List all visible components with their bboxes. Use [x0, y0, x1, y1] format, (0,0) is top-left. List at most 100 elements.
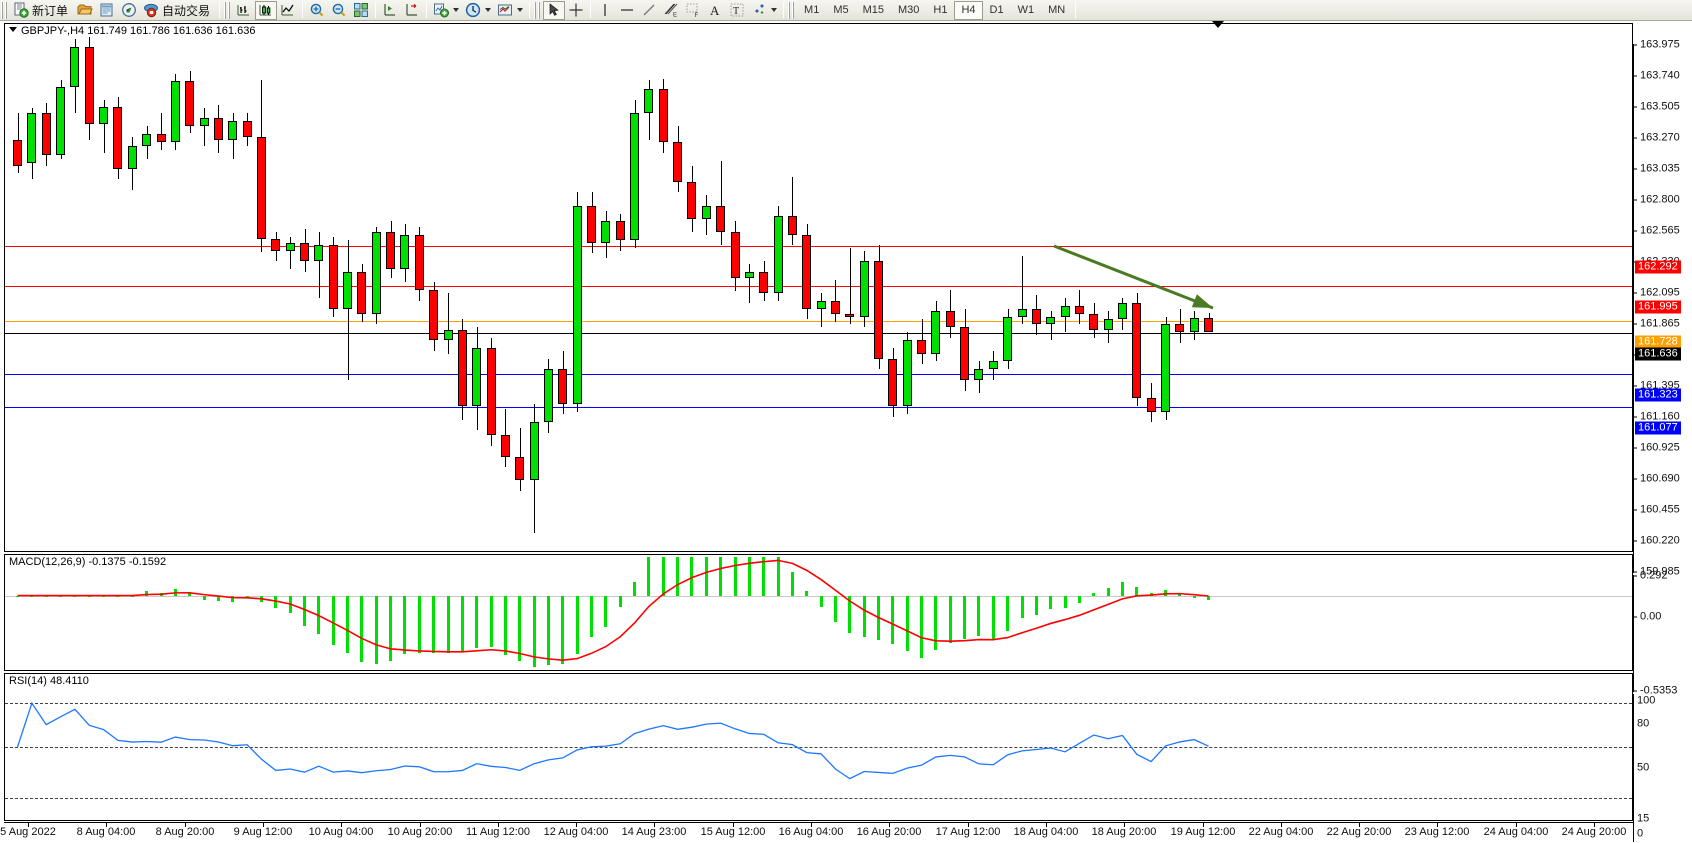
candle-body [572, 205, 582, 404]
time-scale[interactable]: 5 Aug 2022 8 Aug 04:00 8 Aug 20:00 9 Aug 12… [0, 822, 1633, 843]
timeframe-button-w1[interactable]: W1 [1017, 4, 1035, 16]
macd-tick-mark [1634, 616, 1637, 618]
candle-body [658, 89, 668, 143]
candle-body [242, 121, 252, 137]
timeframe-button-mn[interactable]: MN [1048, 4, 1066, 16]
price-tag-161.323[interactable]: 161.323 [1635, 388, 1681, 402]
price-scale[interactable]: 163.975 163.740 163.505 163.270 163.035 162.8… [1633, 39, 1692, 577]
candle-body [1060, 305, 1070, 317]
price-tag-162.292[interactable]: 162.292 [1635, 260, 1681, 274]
macd-scale[interactable]: 0.292 0.00 -0.5353 [1633, 570, 1692, 696]
timeframe-button-h1[interactable]: H1 [933, 4, 948, 16]
price-level-line-161.077[interactable] [5, 406, 1632, 408]
timeframe-button-m5[interactable]: M5 [833, 4, 849, 16]
periods-button[interactable] [462, 1, 484, 20]
candle-body [1175, 324, 1185, 333]
time-tick-mark [1203, 823, 1204, 827]
toolbar-separator-3 [375, 2, 377, 18]
crosshair-button[interactable] [565, 1, 587, 20]
auto-trading-button[interactable]: 自动交易 [140, 1, 216, 20]
candle-body [271, 238, 281, 251]
shapes-button[interactable] [748, 1, 770, 20]
macd-histogram-bar [848, 595, 851, 634]
candle-body [816, 300, 826, 309]
price-level-line-161.636[interactable] [5, 332, 1632, 334]
chart-type-group-grip[interactable] [224, 1, 232, 19]
price-tick-mark [1634, 168, 1637, 170]
svg-text:E: E [673, 13, 677, 19]
text-label-button[interactable]: T [726, 1, 748, 20]
macd-plot-area[interactable] [5, 555, 1632, 670]
price-tick-label: 163.035 [1640, 162, 1680, 175]
chart-shift-button[interactable] [379, 1, 401, 20]
price-tag-161.728[interactable]: 161.728 [1635, 335, 1681, 349]
timeframe-button-m30[interactable]: M30 [898, 4, 920, 16]
price-tag-161.636[interactable]: 161.636 [1635, 347, 1681, 361]
downtrend-arrow-icon[interactable] [5, 24, 1632, 551]
shapes-chevron-down-icon[interactable] [771, 8, 778, 12]
cursor-button[interactable] [543, 0, 566, 20]
channel-button[interactable]: F [682, 1, 704, 20]
templates-button[interactable] [494, 1, 516, 20]
svg-text:F: F [695, 13, 699, 18]
indicators-chevron-down-icon[interactable] [453, 8, 460, 12]
price-plot-area[interactable] [5, 24, 1632, 551]
macd-histogram-bar [1121, 582, 1124, 596]
price-tag-161.077[interactable]: 161.077 [1635, 421, 1681, 435]
tools-group-grip[interactable] [534, 1, 542, 19]
text-button[interactable]: A [704, 1, 726, 20]
timeframe-button-d1[interactable]: D1 [989, 4, 1004, 16]
zoom-in-button[interactable] [306, 1, 328, 20]
rsi-indicator-panel[interactable]: RSI(14) 48.4110 [4, 673, 1633, 821]
indicators-button[interactable] [430, 1, 452, 20]
vertical-line-button[interactable] [594, 1, 616, 20]
price-tick-mark [1634, 199, 1637, 201]
auto-scroll-button[interactable] [401, 1, 423, 20]
macd-histogram-bar [734, 556, 737, 596]
data-window-button[interactable] [96, 1, 118, 20]
price-level-line-162.292[interactable] [5, 246, 1632, 248]
templates-chevron-down-icon[interactable] [517, 8, 524, 12]
timeframe-button-m1[interactable]: M1 [804, 4, 820, 16]
timeframe-group-grip[interactable] [788, 1, 796, 19]
periods-chevron-down-icon[interactable] [485, 8, 492, 12]
candle-body [300, 242, 309, 262]
price-tick-mark [1634, 478, 1637, 480]
new-order-button[interactable]: 新订单 [10, 1, 74, 20]
rsi-scale[interactable]: 100 80 50 15 0 [1633, 694, 1692, 842]
macd-histogram-bar [576, 595, 579, 654]
bar-chart-button[interactable] [233, 1, 255, 20]
price-level-line-161.728[interactable] [5, 320, 1632, 322]
timeframe-button-m15[interactable]: M15 [862, 4, 884, 16]
price-level-line-161.323[interactable] [5, 374, 1632, 376]
price-level-line-161.995[interactable] [5, 285, 1632, 287]
time-tick-mark [106, 823, 107, 827]
chart-workspace[interactable]: GBPJPY-,H4 161.749 161.786 161.636 161.6… [0, 21, 1692, 843]
macd-indicator-panel[interactable]: MACD(12,26,9) -0.1375 -0.1592 [4, 554, 1633, 671]
navigator-button[interactable] [118, 1, 140, 20]
candle-body [1132, 303, 1142, 399]
rsi-plot-area[interactable] [5, 674, 1632, 820]
candlestick-chart-button[interactable] [255, 0, 278, 20]
candle-wick [821, 292, 822, 328]
line-chart-button[interactable] [277, 1, 299, 20]
chart-scroll-marker[interactable] [1212, 21, 1224, 28]
macd-histogram-bar [332, 595, 335, 645]
zoom-out-button[interactable] [328, 1, 350, 20]
candle-body [888, 358, 898, 407]
candle-body [443, 329, 453, 341]
tile-windows-button[interactable] [350, 1, 372, 20]
price-tag-161.995[interactable]: 161.995 [1635, 300, 1681, 314]
horizontal-line-button[interactable] [616, 1, 638, 20]
trendline-button[interactable] [638, 1, 660, 20]
new-order-label: 新订单 [32, 3, 69, 18]
candle-wick [1022, 255, 1023, 325]
price-chart-panel[interactable]: GBPJPY-,H4 161.749 161.786 161.636 161.6… [4, 23, 1633, 552]
open-folder-button[interactable] [74, 1, 96, 20]
price-tick-label: 160.220 [1640, 534, 1680, 547]
timeframe-button-h4[interactable]: H4 [954, 0, 983, 20]
toolbar-grip[interactable] [1, 1, 8, 19]
chart-menu-caret-icon[interactable] [9, 27, 17, 32]
macd-histogram-bar [820, 595, 823, 608]
fibonacci-button[interactable]: E [660, 1, 682, 20]
